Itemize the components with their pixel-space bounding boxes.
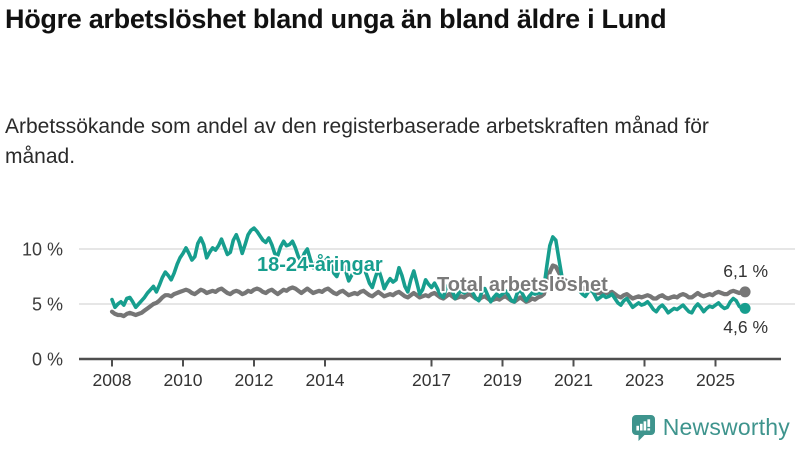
total-end-dot bbox=[739, 286, 751, 298]
young-end-value-label: 4,6 % bbox=[723, 317, 768, 337]
young-series-label: 18-24-åringar bbox=[257, 253, 383, 276]
icon-bar-1 bbox=[636, 425, 639, 430]
young-series-line bbox=[110, 226, 747, 315]
x-tick-label: 2014 bbox=[306, 370, 345, 390]
total-end-value-label: 6,1 % bbox=[723, 261, 768, 281]
young-end-dot bbox=[739, 302, 751, 314]
newsworthy-logo[interactable]: Newsworthy bbox=[631, 414, 790, 441]
total-series-label: Total arbetslöshet bbox=[437, 274, 608, 296]
newsworthy-wordmark: Newsworthy bbox=[662, 414, 790, 440]
x-tick-label: 2008 bbox=[93, 370, 132, 390]
total-series-line bbox=[109, 263, 748, 319]
newsworthy-bubble-chart-icon bbox=[631, 414, 655, 441]
icon-exclamation-dot bbox=[647, 427, 650, 430]
icon-bar-2 bbox=[639, 423, 643, 430]
page-subtitle: Arbetssökande som andel av den registerb… bbox=[5, 115, 709, 168]
x-tick-label: 2012 bbox=[235, 370, 274, 390]
x-tick-label: 2010 bbox=[164, 370, 203, 390]
x-axis-labels: 2008 2010 2012 2014 2017 2019 2021 2023 2025 bbox=[93, 370, 735, 390]
x-tick-label: 2017 bbox=[412, 370, 451, 390]
icon-bar-3 bbox=[643, 420, 646, 430]
x-tick-label: 2025 bbox=[696, 370, 735, 390]
y-tick-label: 0 % bbox=[32, 350, 63, 370]
y-tick-label: 5 % bbox=[32, 295, 63, 315]
page-title: Högre arbetslöshet bland unga än bland ä… bbox=[5, 4, 667, 34]
unemployment-line-chart: 0 % 5 % 10 % 2008 2010 2012 2014 2017 2019 2021 2… bbox=[0, 205, 800, 410]
y-axis-labels: 0 % 5 % 10 % bbox=[22, 240, 63, 370]
x-tick-label: 2021 bbox=[554, 370, 593, 390]
y-tick-label: 10 % bbox=[22, 240, 63, 260]
x-tick-label: 2019 bbox=[483, 370, 522, 390]
icon-exclamation-stem bbox=[647, 418, 650, 427]
x-tick-label: 2023 bbox=[625, 370, 664, 390]
x-axis-ticks bbox=[111, 359, 717, 367]
chart-canvas: 0 %5 %10 % 2008 2010 2012 2014 2017 2019 2021 2… bbox=[22, 226, 795, 390]
